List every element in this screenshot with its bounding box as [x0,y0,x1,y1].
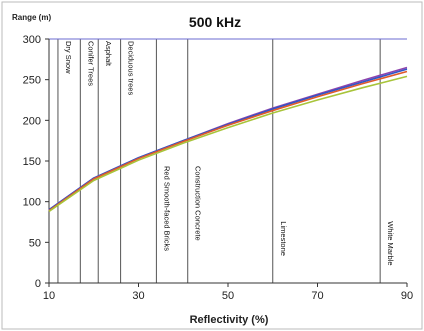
series-line-2 [48,70,408,212]
x-tick-label-70: 70 [311,290,323,302]
annotation-label-4: Red Smooth-faced Bricks [162,166,171,251]
y-tick-label-50: 50 [29,237,41,249]
y-tick-label-150: 150 [23,156,41,168]
annotation-label-5: Construction Concrete [194,166,203,241]
x-tick-label-90: 90 [401,290,413,302]
y-tick-label-300: 300 [23,34,41,46]
annotation-label-6: Limestone [279,221,288,256]
y-tick-label-200: 200 [23,115,41,127]
series-line-3 [48,75,408,213]
y-tick-label-250: 250 [23,75,41,87]
annotation-label-1: Conifer Trees [86,41,95,86]
y-tick-label-0: 0 [35,278,41,290]
annotation-label-2: Asphalt [104,41,113,67]
chart-title: 500 kHz [189,14,241,30]
x-axis-title: Reflectivity (%) [190,314,269,326]
x-tick-label-50: 50 [222,290,234,302]
ticks-layer: 0 50 100 150 200 250 300 10 30 50 70 90 [23,34,413,302]
x-tick-label-10: 10 [43,290,55,302]
y-tick-label-100: 100 [23,197,41,209]
y-axis-title: Range (m) [12,13,51,22]
annotation-label-0: Dry Snow [64,41,73,74]
annotation-label-3: Deciduous trees [127,41,136,95]
x-tick-label-30: 30 [132,290,144,302]
series-layer [48,66,408,213]
annotation-label-7: White Marble [386,221,395,265]
